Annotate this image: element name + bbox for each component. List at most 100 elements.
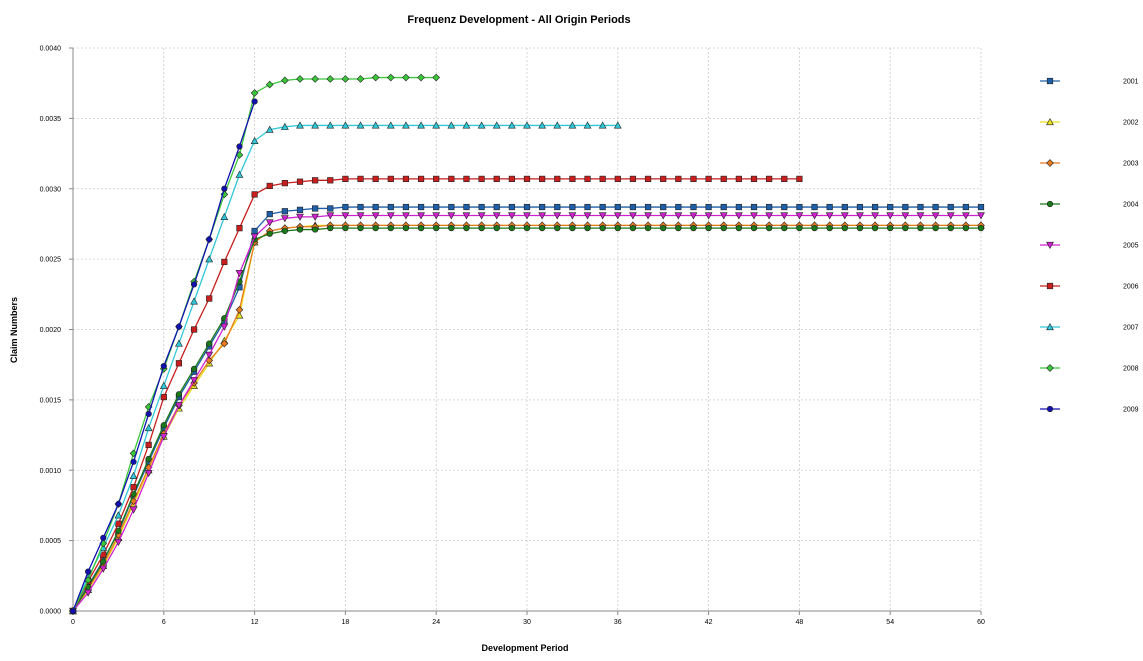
data-point [327,205,334,212]
data-point [432,121,441,129]
x-tick-label: 24 [432,619,440,626]
data-point [372,225,379,232]
data-point [720,203,727,211]
data-point [280,122,289,130]
data-point [85,568,92,575]
data-point [190,281,198,288]
data-point [432,73,441,82]
data-point [675,203,682,211]
data-point [735,175,742,182]
data-point [326,121,335,129]
data-point [371,212,380,220]
data-point [341,121,350,129]
data-point [614,175,621,182]
data-point [553,121,562,129]
data-point [508,225,515,232]
data-point [539,203,546,211]
data-point [432,212,441,220]
data-point [386,212,395,220]
data-point [463,175,470,182]
data-point [569,175,576,182]
data-point [916,212,925,220]
data-point [705,175,712,182]
data-point [931,212,940,220]
data-point [690,175,697,182]
data-point [448,225,455,232]
legend: 2001 2002 2003 2004 2005 2006 2007 2008 2009 [1040,77,1139,414]
data-point [251,227,258,235]
data-point [69,607,77,615]
legend-marker [1046,282,1054,290]
data-point [326,212,335,220]
data-point [402,73,410,82]
data-point [962,225,969,232]
data-point [841,203,848,211]
data-point [312,177,319,184]
data-point [266,182,273,190]
data-point [130,484,137,491]
data-point [235,270,244,278]
legend-label: 2002 [1123,120,1139,127]
data-point [417,212,425,220]
data-point [750,225,758,232]
data-point [386,73,395,82]
data-point [690,225,697,232]
data-point [523,121,531,129]
data-point [433,203,440,211]
legend-marker [1046,364,1054,372]
data-point [114,511,123,519]
legend-item-2006: 2006 [1040,282,1139,291]
data-point [629,203,637,211]
data-point [296,75,304,83]
data-point [659,212,668,220]
data-point [463,225,470,232]
data-point [342,203,349,211]
data-point [129,471,138,479]
data-point [734,212,743,220]
data-point [569,203,576,211]
data-point [251,191,258,198]
data-point [341,75,350,83]
y-tick-label: 0.0030 [40,186,62,193]
data-point [235,305,244,314]
data-point [417,225,425,232]
y-axis-label: Claim Numbers [9,297,19,363]
data-point [281,180,288,187]
data-point [356,212,365,220]
legend-label: 2001 [1123,79,1139,86]
data-point [554,203,561,211]
x-tick-label: 12 [251,619,259,626]
legend-marker [1046,159,1054,167]
axes: 0 6 12 18 24 30 36 42 48 54 60 0.0000 0.0005 0.0010 0.… [40,46,985,627]
x-tick-label: 18 [342,619,350,626]
data-point [901,212,910,220]
data-point [296,121,304,129]
data-point [507,212,516,220]
data-point [99,565,108,573]
data-point [448,175,455,182]
data-point [598,121,607,129]
data-point [417,121,425,129]
data-point [629,212,637,220]
legend-item-2004: 2004 [1040,200,1139,209]
data-point [796,203,803,211]
data-point [629,175,637,182]
data-point [644,175,652,182]
legend-item-2009: 2009 [1040,405,1139,414]
data-point [175,360,183,367]
data-point [221,185,228,192]
data-point [205,351,214,359]
data-point [493,203,500,211]
legend-label: 2008 [1123,366,1139,373]
data-point [357,203,364,211]
data-point [644,203,652,211]
data-point [886,212,895,220]
x-tick-label: 36 [614,619,622,626]
data-point [735,225,742,232]
data-point [750,175,758,182]
data-point [402,225,410,232]
series-2005 [69,212,985,616]
data-point [917,225,924,232]
legend-item-2007: 2007 [1040,322,1139,332]
data-point [569,225,576,232]
